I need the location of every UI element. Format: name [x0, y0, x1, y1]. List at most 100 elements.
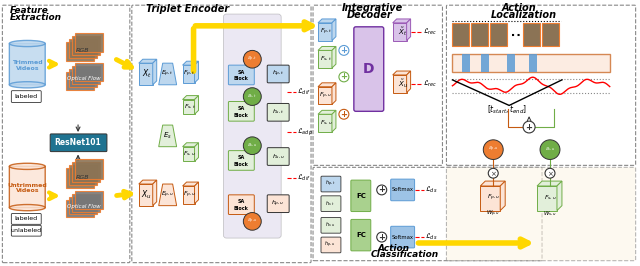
FancyBboxPatch shape — [228, 65, 254, 85]
Circle shape — [339, 72, 349, 82]
FancyBboxPatch shape — [268, 195, 289, 213]
Text: labeled: labeled — [15, 94, 38, 99]
Text: SA: SA — [237, 106, 245, 111]
Text: Trimmed: Trimmed — [12, 60, 43, 65]
FancyBboxPatch shape — [66, 200, 94, 217]
Text: $h_{s,t}$: $h_{s,t}$ — [272, 108, 284, 117]
Polygon shape — [195, 95, 198, 114]
FancyBboxPatch shape — [452, 23, 469, 47]
Text: $F_{s,t}$: $F_{s,t}$ — [320, 55, 332, 63]
FancyBboxPatch shape — [75, 160, 103, 179]
Text: $F_{s,u}$: $F_{s,u}$ — [543, 194, 556, 202]
Text: $F_{s,t}$: $F_{s,t}$ — [184, 102, 196, 110]
Text: $h_{s,u}$: $h_{s,u}$ — [324, 221, 335, 229]
FancyBboxPatch shape — [69, 69, 97, 87]
Text: $a_{p,u}$: $a_{p,u}$ — [488, 145, 499, 154]
FancyBboxPatch shape — [268, 103, 289, 121]
Polygon shape — [500, 181, 505, 211]
Text: RGB: RGB — [76, 48, 90, 53]
Polygon shape — [318, 83, 336, 87]
Ellipse shape — [10, 40, 45, 47]
Polygon shape — [139, 184, 153, 206]
FancyBboxPatch shape — [490, 23, 507, 47]
Text: $a_{p,u}$: $a_{p,u}$ — [247, 217, 258, 226]
Text: $h_{p,t}$: $h_{p,t}$ — [324, 179, 335, 189]
Polygon shape — [139, 59, 157, 63]
Text: Action: Action — [378, 244, 410, 253]
Polygon shape — [182, 61, 198, 65]
Text: $F_{s,u}$: $F_{s,u}$ — [319, 119, 332, 127]
Polygon shape — [406, 19, 411, 41]
Circle shape — [243, 50, 261, 68]
Text: $a_{s,t}$: $a_{s,t}$ — [247, 93, 257, 100]
Text: $E_{p,t}$: $E_{p,t}$ — [161, 69, 174, 79]
FancyBboxPatch shape — [321, 176, 341, 192]
Text: +: + — [378, 185, 385, 194]
Text: Feature: Feature — [10, 6, 48, 15]
FancyBboxPatch shape — [390, 179, 415, 201]
Text: $F_{p,u}$: $F_{p,u}$ — [319, 90, 333, 101]
FancyBboxPatch shape — [529, 54, 537, 72]
FancyBboxPatch shape — [72, 163, 100, 182]
Circle shape — [243, 137, 261, 155]
Polygon shape — [182, 182, 198, 186]
Text: $h_{p,u}$: $h_{p,u}$ — [324, 240, 335, 250]
Text: $\mathcal{L}_{ds}$: $\mathcal{L}_{ds}$ — [424, 232, 437, 242]
Text: $E_{p,u}$: $E_{p,u}$ — [161, 190, 175, 200]
Polygon shape — [318, 114, 332, 132]
Polygon shape — [182, 95, 198, 99]
Polygon shape — [393, 75, 406, 93]
Text: Block: Block — [234, 76, 249, 81]
FancyBboxPatch shape — [447, 5, 636, 165]
Text: Integrative: Integrative — [342, 3, 403, 13]
Text: $F_{s,u}$: $F_{s,u}$ — [183, 149, 196, 158]
FancyBboxPatch shape — [75, 63, 103, 81]
Circle shape — [488, 168, 498, 178]
Text: Optical Flow: Optical Flow — [67, 204, 101, 209]
Polygon shape — [393, 71, 411, 75]
FancyBboxPatch shape — [228, 151, 254, 170]
Text: +: + — [340, 72, 348, 81]
Text: $\times$: $\times$ — [547, 169, 554, 177]
Polygon shape — [406, 71, 411, 93]
Text: $F_{p,t}$: $F_{p,t}$ — [183, 69, 196, 79]
FancyBboxPatch shape — [462, 54, 470, 72]
Text: $h_{p,u}$: $h_{p,u}$ — [271, 199, 285, 209]
Ellipse shape — [10, 205, 45, 211]
Polygon shape — [318, 50, 332, 68]
FancyBboxPatch shape — [523, 23, 540, 47]
Text: $a_{s,u}$: $a_{s,u}$ — [545, 146, 556, 153]
FancyBboxPatch shape — [354, 27, 384, 111]
Polygon shape — [159, 63, 177, 85]
Text: Block: Block — [234, 113, 249, 118]
FancyBboxPatch shape — [132, 5, 311, 263]
FancyBboxPatch shape — [228, 195, 254, 214]
Text: labeled: labeled — [15, 217, 38, 221]
Polygon shape — [159, 184, 177, 206]
Circle shape — [545, 168, 555, 178]
Text: Decoder: Decoder — [347, 10, 392, 20]
FancyBboxPatch shape — [75, 33, 103, 52]
Text: $\times$: $\times$ — [490, 169, 497, 177]
Text: Block: Block — [234, 162, 249, 167]
Circle shape — [243, 213, 261, 230]
Text: $F_{p,u}$: $F_{p,u}$ — [183, 190, 196, 200]
Text: unlabeled: unlabeled — [11, 228, 42, 233]
Polygon shape — [153, 59, 157, 85]
FancyBboxPatch shape — [12, 91, 41, 102]
FancyBboxPatch shape — [268, 65, 289, 83]
Text: Classification: Classification — [371, 250, 439, 259]
Text: $[t_{start}, t_{end}]$: $[t_{start}, t_{end}]$ — [487, 103, 527, 116]
FancyBboxPatch shape — [452, 54, 610, 72]
Polygon shape — [537, 186, 557, 211]
FancyBboxPatch shape — [3, 5, 130, 263]
Ellipse shape — [10, 82, 45, 88]
FancyBboxPatch shape — [66, 41, 94, 61]
Text: $\mathcal{L}_{dif}$: $\mathcal{L}_{dif}$ — [297, 173, 311, 183]
Ellipse shape — [10, 163, 45, 169]
Text: RGB: RGB — [76, 175, 90, 180]
Text: Videos: Videos — [15, 188, 39, 193]
FancyBboxPatch shape — [321, 237, 341, 253]
Circle shape — [483, 140, 503, 160]
FancyBboxPatch shape — [321, 217, 341, 233]
